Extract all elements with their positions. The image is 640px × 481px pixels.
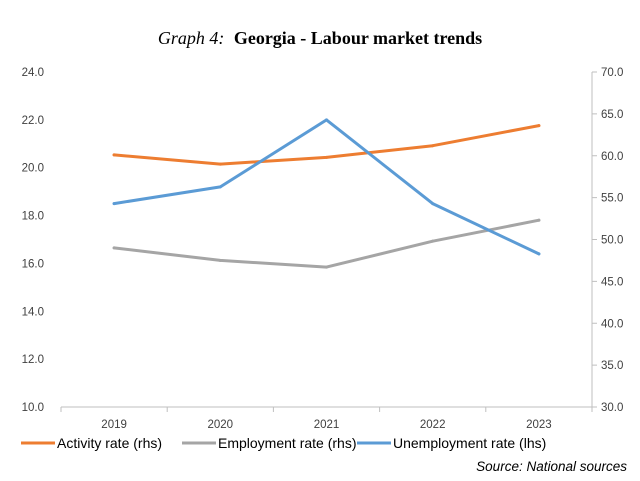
right-tick-label: 40.0 bbox=[601, 318, 623, 330]
left-tick-label: 12.0 bbox=[22, 354, 44, 366]
legend: Activity rate (rhs) Employment rate (rhs)… bbox=[21, 435, 546, 451]
employment-rate-line bbox=[112, 218, 541, 269]
series-layer bbox=[112, 118, 541, 269]
left-tick-label: 24.0 bbox=[22, 67, 44, 79]
left-tick-label: 22.0 bbox=[22, 115, 44, 127]
activity-rate-point bbox=[218, 162, 222, 166]
chart-title-prefix: Graph 4: bbox=[158, 28, 225, 48]
right-y-axis: 30.0 35.0 40.0 45.0 50.0 55.0 60.0 65.0 70.0 bbox=[591, 67, 623, 414]
left-tick-label: 14.0 bbox=[22, 306, 44, 318]
left-y-axis: 10.0 12.0 14.0 16.0 18.0 20.0 22.0 24.0 bbox=[22, 67, 44, 414]
left-tick-label: 18.0 bbox=[22, 211, 44, 223]
unemployment-legend-label: Unemployment rate (lhs) bbox=[393, 435, 546, 451]
employment-rate-point bbox=[431, 239, 435, 243]
activity-rate-point bbox=[537, 124, 541, 128]
employment-rate-point bbox=[112, 246, 116, 250]
right-tick-label: 70.0 bbox=[601, 67, 623, 79]
right-tick-label: 50.0 bbox=[601, 235, 623, 247]
chart-title-main: Georgia - Labour market trends bbox=[234, 28, 482, 48]
unemployment-rate-point bbox=[325, 118, 328, 122]
unemployment-rate-point bbox=[112, 202, 116, 206]
right-tick-label: 35.0 bbox=[601, 360, 623, 372]
x-axis: 2019 2020 2021 2022 2023 bbox=[60, 406, 593, 431]
activity-rate-point bbox=[112, 153, 116, 157]
source-note: Source: National sources bbox=[476, 459, 627, 474]
right-tick-label: 65.0 bbox=[601, 109, 623, 121]
employment-rate-point bbox=[537, 218, 541, 222]
x-tick-label: 2021 bbox=[314, 419, 340, 431]
unemployment-rate-point bbox=[537, 252, 541, 256]
left-tick-label: 16.0 bbox=[22, 258, 44, 270]
x-tick-label: 2022 bbox=[420, 419, 446, 431]
right-tick-label: 60.0 bbox=[601, 151, 623, 163]
right-tick-label: 55.0 bbox=[601, 193, 623, 205]
activity-rate-point bbox=[325, 155, 328, 159]
left-tick-label: 20.0 bbox=[22, 163, 44, 175]
activity-rate-point bbox=[431, 144, 435, 148]
left-tick-label: 10.0 bbox=[22, 402, 44, 414]
employment-rate-point bbox=[325, 265, 328, 269]
x-tick-label: 2019 bbox=[101, 419, 127, 431]
x-tick-label: 2020 bbox=[208, 419, 234, 431]
right-tick-label: 30.0 bbox=[601, 402, 623, 414]
right-tick-label: 45.0 bbox=[601, 276, 623, 288]
unemployment-rate-point bbox=[218, 185, 222, 189]
activity-legend-label: Activity rate (rhs) bbox=[57, 435, 162, 451]
x-tick-label: 2023 bbox=[526, 419, 552, 431]
employment-rate-point bbox=[218, 258, 222, 262]
chart-title: Graph 4: Georgia - Labour market trends bbox=[158, 28, 482, 48]
unemployment-rate-point bbox=[431, 202, 435, 206]
employment-legend-label: Employment rate (rhs) bbox=[218, 435, 356, 451]
